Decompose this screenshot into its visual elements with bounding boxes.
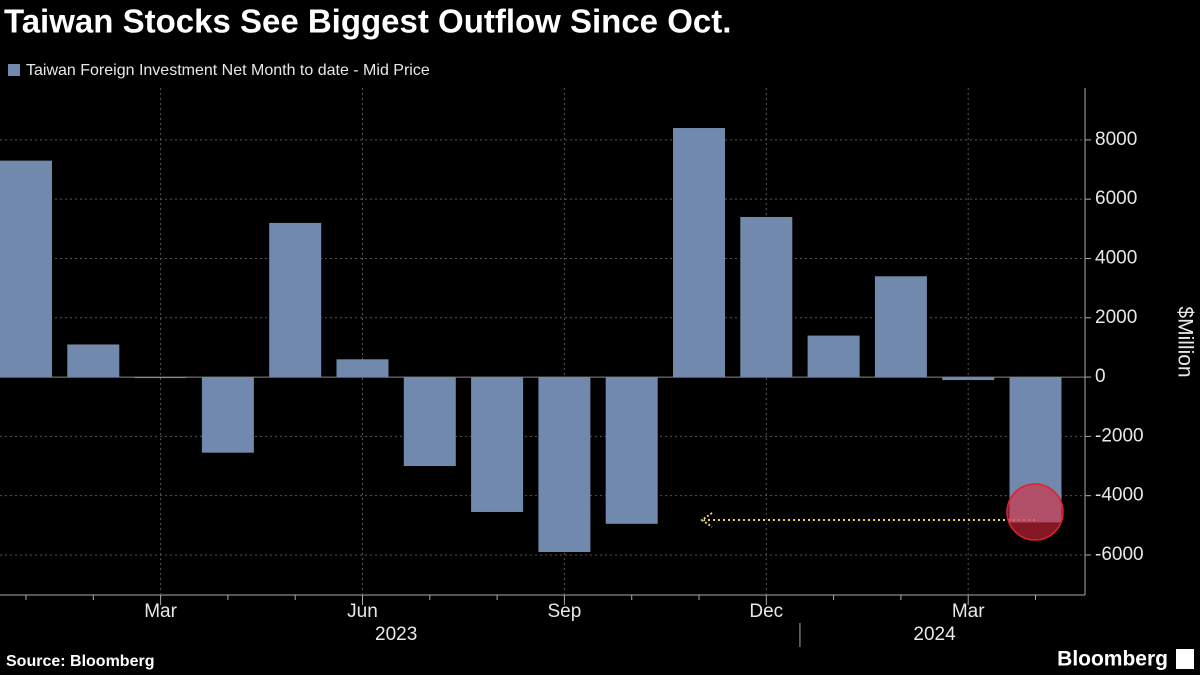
annotation-circle <box>1006 483 1064 541</box>
y-tick-label: 0 <box>1095 366 1106 387</box>
bar <box>336 359 389 378</box>
x-group-label: 2024 <box>913 624 956 645</box>
bar <box>134 377 187 379</box>
bar <box>942 377 995 381</box>
x-tick-label: Jun <box>347 601 378 622</box>
chart-title: Taiwan Stocks See Biggest Outflow Since … <box>4 3 731 40</box>
bar <box>0 160 52 378</box>
bar <box>807 335 860 378</box>
legend-label: Taiwan Foreign Investment Net Month to d… <box>26 62 430 79</box>
source: Source: Bloomberg <box>6 653 154 670</box>
y-tick-label: -2000 <box>1095 425 1144 446</box>
x-group-label: 2023 <box>375 624 417 645</box>
x-tick-label: Mar <box>952 601 985 622</box>
y-tick-label: -4000 <box>1095 485 1144 506</box>
bar <box>269 222 322 378</box>
bar <box>403 377 456 467</box>
bar <box>201 377 254 453</box>
x-tick-label: Mar <box>144 601 177 622</box>
annotation <box>700 483 1064 541</box>
y-tick-label: 2000 <box>1095 307 1137 328</box>
y-tick-label: 4000 <box>1095 247 1137 268</box>
bar <box>605 377 658 524</box>
x-tick-label: Sep <box>547 601 581 622</box>
bar <box>471 377 524 512</box>
y-tick-label: 8000 <box>1095 129 1137 150</box>
bar <box>740 216 793 378</box>
brand: Bloomberg <box>1057 648 1168 671</box>
bar <box>538 377 591 553</box>
bar <box>874 276 927 378</box>
bar <box>673 128 725 378</box>
legend-swatch <box>8 64 20 76</box>
y-axis-label: $Million <box>1173 306 1196 377</box>
x-tick-label: Dec <box>749 601 783 622</box>
y-tick-label: -6000 <box>1095 544 1144 565</box>
brand-icon <box>1176 649 1194 669</box>
annotation-arrowhead <box>700 512 713 528</box>
y-tick-label: 6000 <box>1095 188 1137 209</box>
plot: -6000 -4000 -2000 0 2000 4000 6000 8000 Mar Jun Se… <box>0 88 1144 647</box>
bar <box>67 344 120 378</box>
